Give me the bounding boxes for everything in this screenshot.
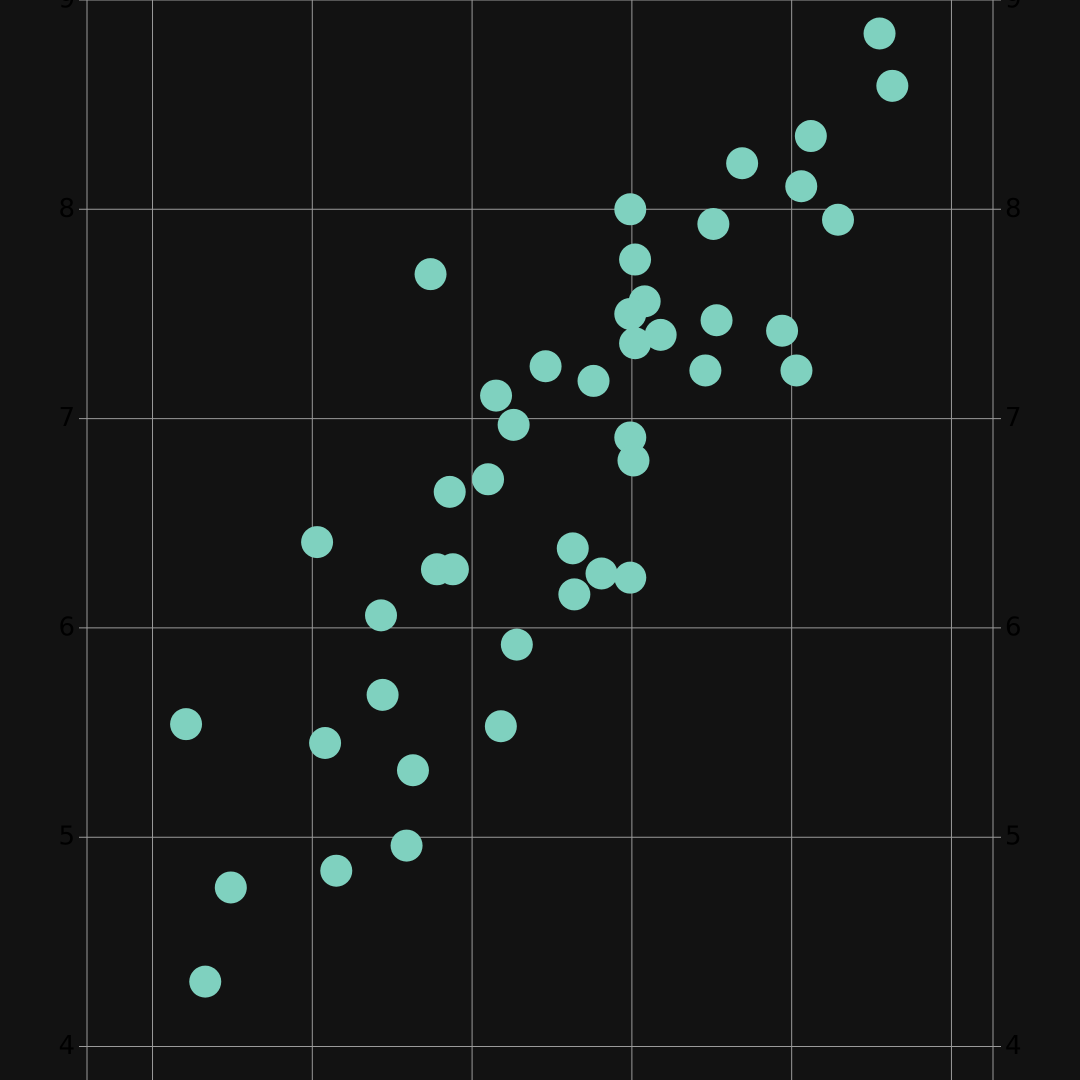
point [529,350,562,383]
point [480,379,513,412]
point [189,965,222,998]
y-tick-label: 4 [58,1031,75,1061]
point [301,526,334,559]
point [614,297,647,330]
point [697,207,730,240]
y-tick-label: 6 [58,612,75,642]
point [558,578,591,611]
point [863,17,896,50]
y2-tick-label: 5 [1005,822,1022,852]
point [614,561,647,594]
point [472,463,505,496]
point [436,553,469,586]
point [794,120,827,153]
point [556,532,589,565]
point [396,754,429,787]
point [484,710,517,743]
point [726,147,759,180]
y2-tick-label: 6 [1005,612,1022,642]
point [766,314,799,347]
y2-tick-label: 7 [1005,403,1022,433]
point [214,871,247,904]
point [365,599,398,632]
point [876,69,909,102]
point [689,354,722,387]
point [700,304,733,337]
point [309,727,342,760]
y-tick-label: 9 [58,0,75,15]
point [614,193,647,226]
point [619,243,652,276]
y-tick-label: 5 [58,822,75,852]
point [585,557,618,590]
point [500,628,533,661]
point [617,444,650,477]
y2-tick-label: 4 [1005,1031,1022,1061]
y-tick-label: 8 [58,194,75,224]
y-tick-label: 7 [58,403,75,433]
point [414,258,447,291]
y2-tick-label: 8 [1005,194,1022,224]
point [822,203,855,236]
point [780,354,813,387]
point [577,364,610,397]
point [497,408,530,441]
point [320,854,353,887]
point [390,829,423,862]
point [785,170,818,203]
y2-tick-label: 9 [1005,0,1022,15]
point [366,678,399,711]
point [644,318,677,351]
point [170,708,203,741]
point [619,327,652,360]
point [433,475,466,508]
